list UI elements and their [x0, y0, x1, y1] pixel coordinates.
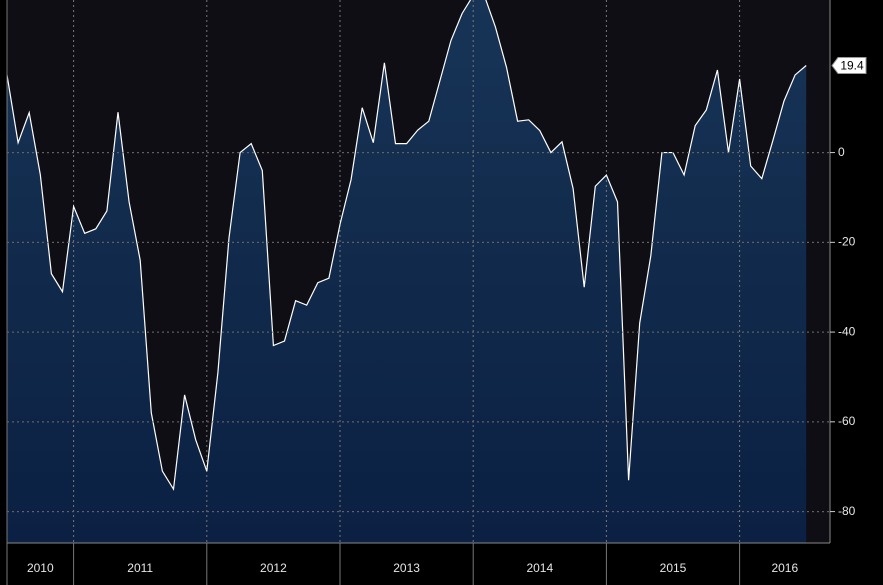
x-tick-label: 2011: [127, 561, 153, 575]
x-tick-label: 2016: [771, 561, 798, 575]
x-tick-label: 2015: [660, 561, 687, 575]
x-tick-label: 2013: [393, 561, 420, 575]
x-tick-label: 2010: [27, 561, 54, 575]
y-tick-label: 0: [838, 145, 845, 159]
last-value-label: 19.4: [840, 59, 864, 73]
y-tick-label: -20: [838, 235, 856, 249]
y-tick-label: -40: [838, 324, 856, 338]
last-value-tag: [831, 57, 867, 75]
y-tick-label: -60: [838, 414, 856, 428]
area: [7, 0, 807, 543]
x-tick-label: 2014: [526, 561, 553, 575]
x-tick-label: 2012: [260, 561, 287, 575]
y-tick-label: -80: [838, 504, 856, 518]
